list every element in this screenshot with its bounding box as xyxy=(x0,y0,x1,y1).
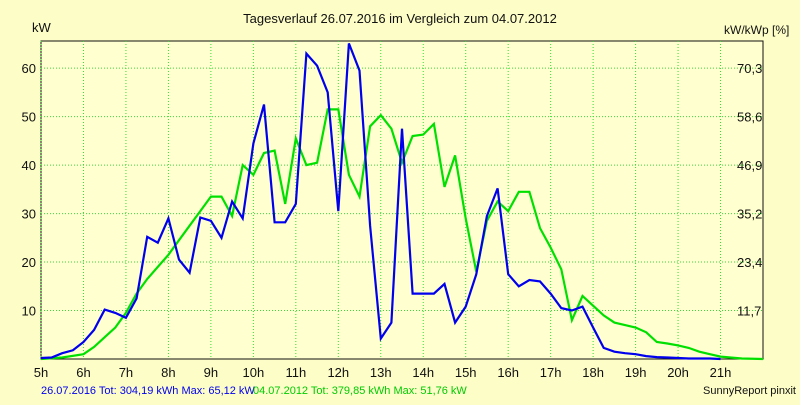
y-axis-left-label: kW xyxy=(32,20,52,35)
series-layer xyxy=(40,43,764,361)
y-right-tick-label: 11,7 xyxy=(737,304,761,319)
y-left-tick-label: 50 xyxy=(22,110,36,125)
x-tick-label: 15h xyxy=(455,365,477,380)
x-tick-label: 13h xyxy=(370,365,392,380)
y-left-tick-label: 30 xyxy=(22,207,36,222)
x-tick-label: 7h xyxy=(119,365,133,380)
legend-series-blue-summary: 26.07.2016 Tot: 304,19 kWh Max: 65,12 kW xyxy=(41,385,255,397)
x-tick-label: 17h xyxy=(540,365,562,380)
plot-area xyxy=(40,40,764,360)
legend-series-green-summary: 04.07.2012 Tot: 379,85 kWh Max: 51,76 kW xyxy=(253,385,467,397)
x-tick-label: 8h xyxy=(161,365,175,380)
y-right-tick-label: 35,2 xyxy=(737,207,762,222)
y-right-tick-label: 23,4 xyxy=(737,255,762,270)
y-right-tick-label: 46,9 xyxy=(737,158,762,173)
x-tick-label: 21h xyxy=(710,365,732,380)
x-tick-label: 20h xyxy=(667,365,689,380)
y-right-tick-label: 70,3 xyxy=(737,61,762,76)
x-tick-label: 9h xyxy=(204,365,218,380)
tick-layer: 5h 6h 7h 8h 9h 10h 11h 12h 13h 14h 15h 16h 17h 18h 19h… xyxy=(22,61,763,380)
x-tick-label: 18h xyxy=(582,365,604,380)
x-tick-label: 16h xyxy=(497,365,519,380)
x-tick-label: 11h xyxy=(285,365,306,380)
series-line-blue xyxy=(40,43,721,361)
y-axis-right-label: kW/kWp [%] xyxy=(724,23,789,37)
y-left-tick-label: 10 xyxy=(22,304,36,319)
x-tick-label: 6h xyxy=(76,365,90,380)
x-tick-label: 14h xyxy=(412,365,434,380)
x-tick-label: 5h xyxy=(34,365,48,380)
y-left-tick-label: 60 xyxy=(22,61,36,76)
chart-title: Tagesverlauf 26.07.2016 im Vergleich zum… xyxy=(243,11,557,26)
x-tick-label: 19h xyxy=(625,365,647,380)
x-tick-label: 12h xyxy=(327,365,349,380)
x-tick-label: 10h xyxy=(243,365,265,380)
y-left-tick-label: 20 xyxy=(22,255,36,270)
y-right-tick-label: 58,6 xyxy=(737,110,762,125)
y-left-tick-label: 40 xyxy=(22,158,36,173)
chart-credit: SunnyReport pinxit xyxy=(703,385,796,397)
